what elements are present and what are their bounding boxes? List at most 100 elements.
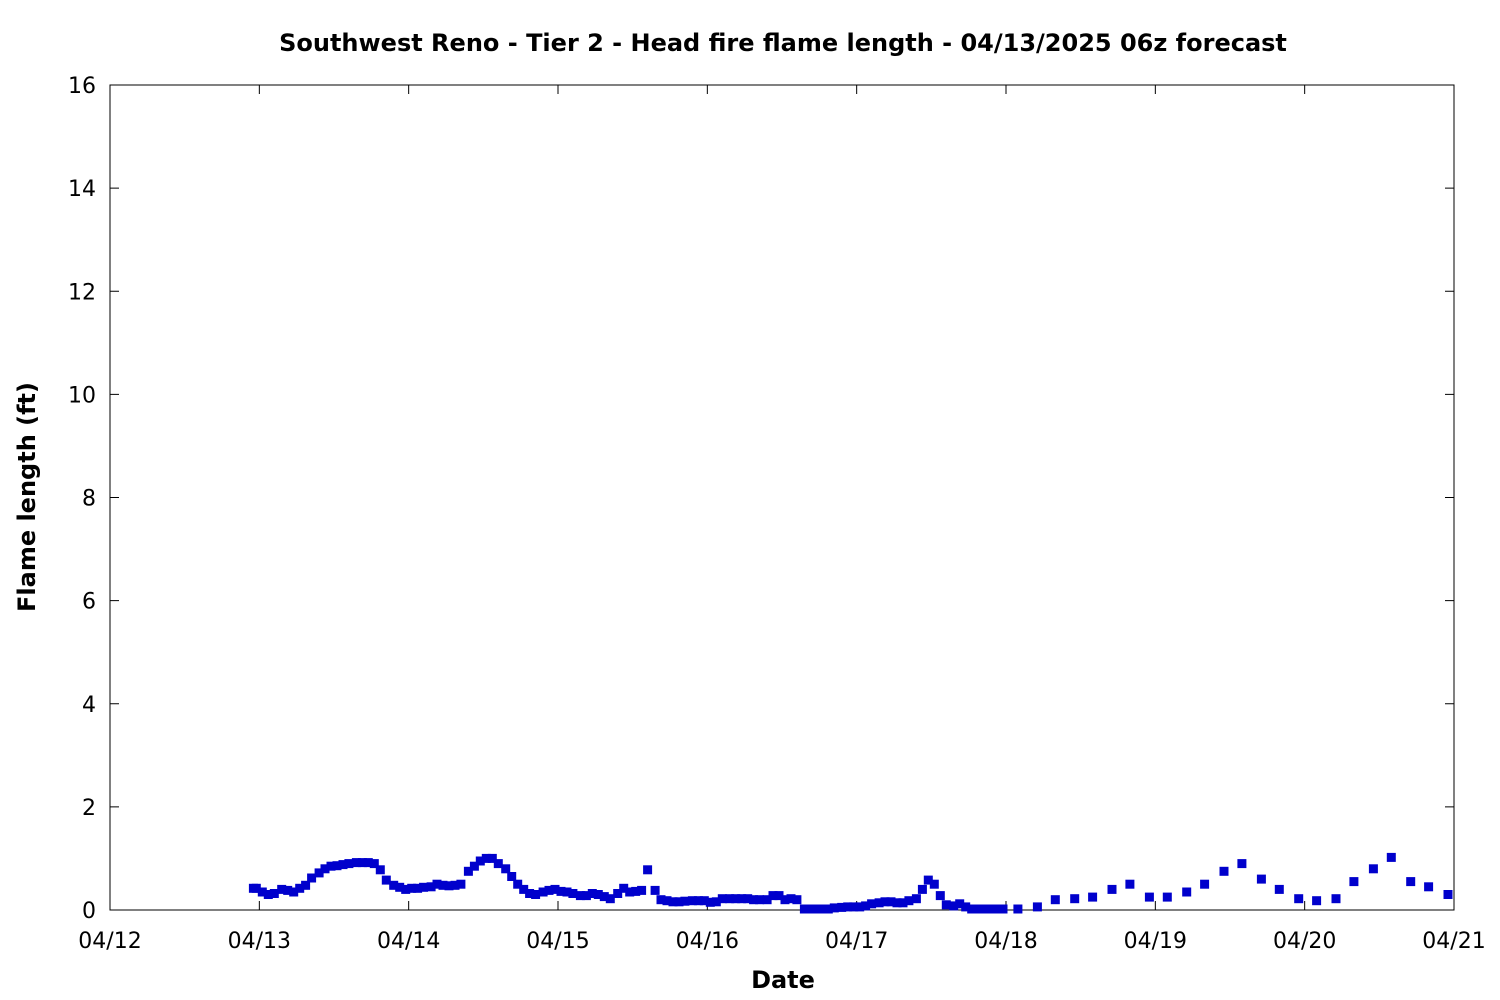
- data-point: [650, 885, 660, 895]
- data-point: [817, 904, 827, 914]
- data-point: [395, 882, 405, 892]
- data-point: [867, 899, 877, 909]
- data-point: [463, 866, 473, 876]
- data-point: [389, 880, 399, 890]
- data-point: [823, 904, 833, 914]
- data-point: [693, 896, 703, 906]
- data-point: [1312, 896, 1322, 906]
- x-axis-ticks: 04/12 04/13 04/14 04/15 04/16 04/17 04/18 04/19…: [78, 85, 1486, 954]
- data-point: [1088, 892, 1098, 902]
- x-tick-label: 04/13: [228, 929, 291, 954]
- data-point: [301, 880, 311, 890]
- data-point: [575, 891, 585, 901]
- data-point: [904, 896, 914, 906]
- data-point: [861, 901, 871, 911]
- data-point: [1182, 887, 1192, 897]
- data-point: [277, 884, 287, 894]
- x-tick-label: 04/19: [1124, 929, 1187, 954]
- data-point: [711, 897, 721, 907]
- data-point: [295, 883, 305, 893]
- data-point: [269, 889, 279, 898]
- data-point: [967, 904, 977, 914]
- y-axis-ticks: 0 2 4 6 8 10 12 14 16: [68, 74, 1454, 924]
- data-point: [949, 901, 959, 911]
- data-point: [531, 890, 541, 899]
- data-point: [755, 895, 765, 905]
- data-point: [1125, 879, 1135, 889]
- data-point: [550, 884, 560, 894]
- data-point: [1237, 859, 1247, 869]
- data-point: [456, 879, 466, 889]
- data-point: [780, 895, 790, 905]
- data-point: [1368, 864, 1378, 874]
- data-point: [935, 891, 945, 901]
- data-point: [880, 897, 890, 907]
- data-point: [992, 904, 1002, 914]
- data-point: [568, 889, 578, 898]
- data-point: [843, 902, 853, 912]
- data-point: [986, 904, 996, 914]
- y-tick-label: 14: [68, 177, 96, 202]
- data-point: [363, 858, 373, 868]
- data-point: [1331, 894, 1341, 904]
- y-tick-label: 6: [82, 590, 96, 615]
- data-point: [513, 879, 523, 889]
- data-point: [941, 900, 951, 910]
- x-tick-label: 04/12: [78, 929, 141, 954]
- data-point: [413, 883, 423, 893]
- data-point: [668, 897, 678, 907]
- x-tick-label: 04/20: [1273, 929, 1336, 954]
- data-point: [1219, 866, 1229, 876]
- data-point: [401, 884, 411, 894]
- data-point: [432, 879, 442, 889]
- data-point: [1256, 874, 1266, 884]
- data-point: [257, 887, 267, 897]
- y-tick-label: 4: [82, 693, 96, 718]
- x-axis-label: Date: [751, 966, 815, 994]
- data-point: [407, 883, 417, 893]
- data-point: [351, 858, 361, 868]
- data-point: [1443, 890, 1453, 899]
- data-point: [538, 887, 548, 897]
- data-point: [774, 891, 784, 901]
- data-point: [799, 904, 809, 914]
- data-point: [855, 902, 865, 912]
- data-point: [556, 886, 566, 896]
- data-point: [501, 864, 511, 874]
- y-tick-label: 0: [82, 899, 96, 924]
- data-point: [731, 894, 741, 904]
- data-point: [493, 859, 503, 869]
- data-point: [450, 880, 460, 890]
- x-tick-label: 04/17: [825, 929, 888, 954]
- data-point: [811, 904, 821, 914]
- data-point: [369, 859, 379, 869]
- x-tick-label: 04/14: [377, 929, 440, 954]
- y-tick-label: 10: [68, 383, 96, 408]
- data-point: [1144, 892, 1154, 902]
- data-point: [1200, 879, 1210, 889]
- data-point: [898, 898, 908, 908]
- data-point: [599, 892, 609, 902]
- plot-frame: [109, 84, 1455, 911]
- data-point: [581, 891, 591, 901]
- x-tick-label: 04/18: [974, 929, 1037, 954]
- data-point: [263, 890, 273, 899]
- data-point: [507, 872, 517, 881]
- data-point: [332, 861, 342, 871]
- data-point: [544, 885, 554, 895]
- data-point: [438, 880, 448, 890]
- data-point: [849, 902, 859, 912]
- data-point: [307, 873, 317, 883]
- data-point: [525, 889, 535, 898]
- data-point: [805, 904, 815, 914]
- data-point: [892, 898, 902, 908]
- data-point: [289, 887, 299, 897]
- data-point: [829, 903, 839, 913]
- data-point: [375, 865, 385, 875]
- data-point: [283, 885, 293, 895]
- data-point: [1386, 852, 1396, 862]
- data-point: [792, 895, 802, 905]
- data-point: [674, 897, 684, 907]
- data-point: [562, 887, 572, 897]
- data-point: [357, 858, 367, 868]
